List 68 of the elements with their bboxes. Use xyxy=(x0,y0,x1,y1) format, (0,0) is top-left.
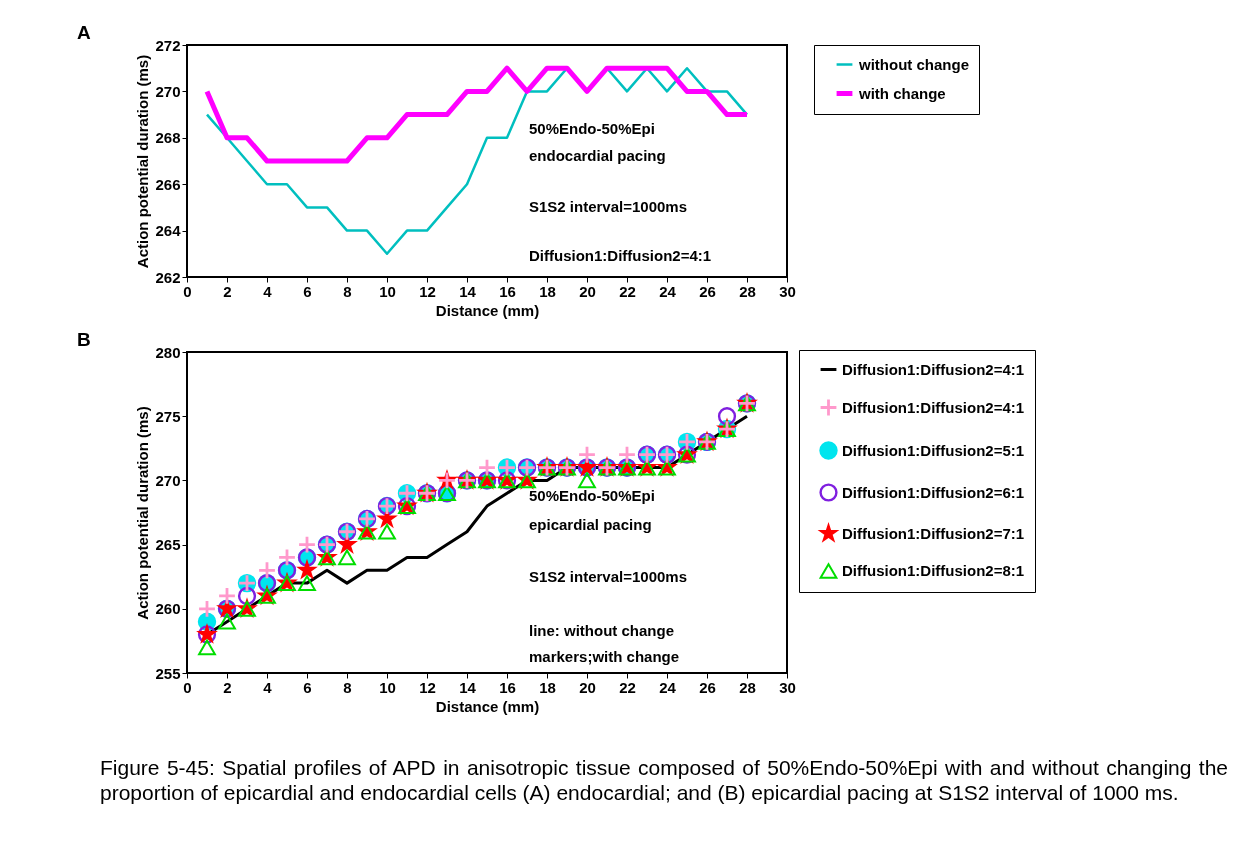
x-tick-label: 16 xyxy=(499,282,516,300)
x-tick-label: 4 xyxy=(263,678,273,696)
x-tick-label: 14 xyxy=(459,282,477,300)
legend-label: Diffusion1:Diffusion2=7:1 xyxy=(842,524,1025,542)
x-tick-label: 6 xyxy=(303,282,312,300)
legend-label: Diffusion1:Diffusion2=5:1 xyxy=(842,441,1025,459)
annotation: S1S2 interval=1000ms xyxy=(529,567,688,585)
y-tick-label: 265 xyxy=(155,536,181,554)
legend-label: Diffusion1:Diffusion2=4:1 xyxy=(842,360,1025,378)
y-tick-label: 264 xyxy=(155,222,182,240)
y-axis-title: Action potential duration (ms) xyxy=(134,54,152,269)
annotation: Diffusion1:Diffusion2=4:1 xyxy=(529,247,712,265)
x-tick-label: 28 xyxy=(739,678,756,696)
annotation: S1S2 interval=1000ms xyxy=(529,198,688,216)
y-tick-label: 268 xyxy=(155,129,181,147)
y-tick-label: 270 xyxy=(155,471,181,489)
x-tick-label: 8 xyxy=(343,282,352,300)
x-tick-label: 0 xyxy=(183,282,192,300)
y-tick-label: 275 xyxy=(155,407,181,425)
x-tick-label: 2 xyxy=(223,282,232,300)
legend-label: Diffusion1:Diffusion2=4:1 xyxy=(842,398,1025,416)
x-tick-label: 4 xyxy=(263,282,273,300)
x-tick-label: 2 xyxy=(223,678,232,696)
x-tick-label: 6 xyxy=(303,678,312,696)
legend-label: Diffusion1:Diffusion2=6:1 xyxy=(842,483,1025,501)
y-tick-label: 266 xyxy=(155,175,181,193)
x-tick-label: 0 xyxy=(183,678,192,696)
y-tick-label: 262 xyxy=(155,268,181,286)
annotation: epicardial pacing xyxy=(529,516,652,534)
y-tick-label: 280 xyxy=(155,343,181,361)
y-tick-label: 272 xyxy=(155,36,181,54)
annotation: endocardial pacing xyxy=(529,147,666,165)
y-axis-title: Action potential duration (ms) xyxy=(134,406,152,620)
chart-title: A xyxy=(77,22,91,43)
x-tick-label: 12 xyxy=(419,282,436,300)
caption: Figure 5-45: Spatial profiles of APD in anisotropic tissue composed of 50%Endo-50%Epi with and without changing the proportion of epicardial and endocardial cells (A) endocardial; and (B) epicardial pacing at S1S2 interval of 1000 ms. xyxy=(100,755,1228,806)
legend-label: with change xyxy=(858,84,946,102)
x-tick-label: 20 xyxy=(579,678,596,696)
x-tick-label: 28 xyxy=(739,282,756,300)
annotation: line: without change xyxy=(529,622,674,640)
y-tick-label: 260 xyxy=(155,600,181,618)
x-tick-label: 14 xyxy=(459,678,477,696)
x-tick-label: 22 xyxy=(619,678,636,696)
annotation: markers;with change xyxy=(529,647,680,665)
x-tick-label: 18 xyxy=(539,282,556,300)
y-tick-label: 255 xyxy=(155,664,181,682)
x-tick-label: 12 xyxy=(419,678,436,696)
x-tick-label: 16 xyxy=(499,678,516,696)
x-axis-title: Distance (mm) xyxy=(435,301,540,319)
x-tick-label: 10 xyxy=(379,282,396,300)
x-tick-label: 10 xyxy=(379,678,396,696)
x-tick-label: 22 xyxy=(619,282,636,300)
y-tick-label: 270 xyxy=(155,82,181,100)
x-tick-label: 26 xyxy=(699,678,716,696)
legend-label: without change xyxy=(858,55,969,73)
x-tick-label: 26 xyxy=(699,282,716,300)
x-tick-label: 24 xyxy=(659,282,677,300)
x-tick-label: 30 xyxy=(779,678,796,696)
x-axis-title: Distance (mm) xyxy=(435,697,540,715)
x-tick-label: 8 xyxy=(343,678,352,696)
annotation: 50%Endo-50%Epi xyxy=(529,119,655,137)
annotation: 50%Endo-50%Epi xyxy=(529,487,655,505)
legend-label: Diffusion1:Diffusion2=8:1 xyxy=(842,562,1025,579)
chart-title: B xyxy=(77,329,91,350)
x-tick-label: 18 xyxy=(539,678,556,696)
x-tick-label: 24 xyxy=(659,678,677,696)
x-tick-label: 20 xyxy=(579,282,596,300)
x-tick-label: 30 xyxy=(779,282,796,300)
